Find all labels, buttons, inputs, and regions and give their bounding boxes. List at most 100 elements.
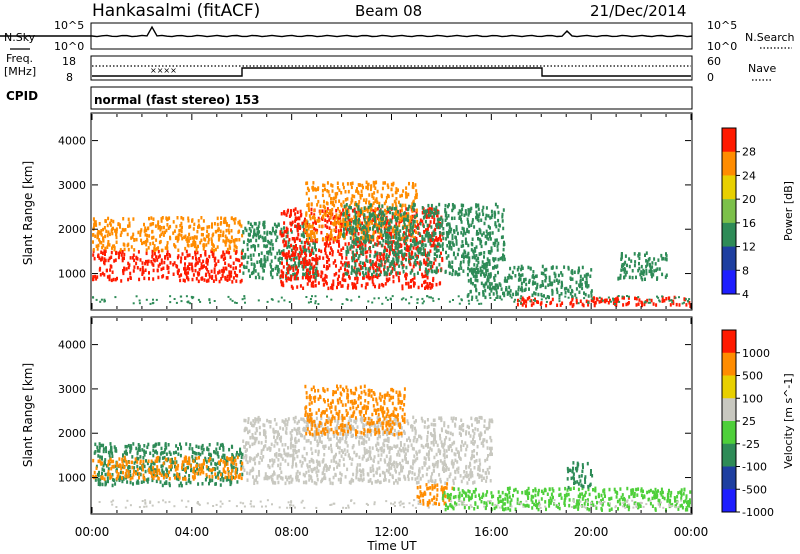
power-data-cell <box>321 217 324 221</box>
power-data-cell <box>331 184 334 188</box>
velocity-data-cell <box>111 483 114 488</box>
power-data-cell <box>355 236 358 240</box>
velocity-data-cell <box>301 461 304 465</box>
power-data-cell <box>353 253 356 257</box>
power-data-cell <box>166 223 169 227</box>
power-data-cell <box>496 248 499 252</box>
power-data-cell <box>427 237 430 241</box>
power-data-cell <box>152 301 155 304</box>
power-data-cell <box>149 302 152 305</box>
power-data-cell <box>115 250 118 255</box>
power-data-cell <box>665 254 668 258</box>
velocity-data-cell <box>129 480 132 485</box>
velocity-data-cell <box>164 443 167 448</box>
power-data-cell <box>444 208 447 212</box>
power-data-cell <box>524 277 527 282</box>
power-data-cell <box>415 237 418 241</box>
power-data-cell <box>489 272 492 276</box>
power-data-cell <box>205 243 208 247</box>
power-data-cell <box>380 260 383 264</box>
power-data-cell <box>351 268 354 272</box>
velocity-data-cell <box>161 451 164 455</box>
power-data-cell <box>313 214 316 219</box>
power-data-cell <box>425 253 427 258</box>
power-data-cell <box>358 268 361 272</box>
velocity-data-cell <box>305 420 308 424</box>
power-data-cell <box>619 276 622 280</box>
power-data-cell <box>232 266 235 271</box>
power-data-cell <box>141 271 144 275</box>
power-data-cell <box>407 248 410 252</box>
power-data-cell <box>383 252 386 256</box>
power-data-cell <box>320 249 323 254</box>
power-data-cell <box>160 267 163 272</box>
power-data-cell <box>296 247 299 251</box>
power-data-cell <box>471 218 474 222</box>
power-data-cell <box>425 285 428 289</box>
power-data-cell <box>394 229 397 234</box>
power-data-cell <box>387 209 390 214</box>
power-data-cell <box>421 211 424 215</box>
power-data-cell <box>211 247 214 251</box>
velocity-data-cell <box>438 473 441 477</box>
power-data-cell <box>302 267 305 271</box>
power-data-cell <box>358 295 361 298</box>
power-data-cell <box>482 265 485 269</box>
power-data-cell <box>410 243 413 248</box>
power-data-cell <box>439 268 442 272</box>
power-data-cell <box>149 222 152 227</box>
power-data-cell <box>570 277 572 281</box>
power-data-cell <box>260 251 263 255</box>
power-data-cell <box>371 227 374 231</box>
power-data-cell <box>485 264 488 268</box>
power-data-cell <box>380 194 383 199</box>
power-data-cell <box>344 209 347 213</box>
power-data-cell <box>324 213 327 217</box>
velocity-data-cell <box>416 456 419 461</box>
power-data-cell <box>444 270 447 274</box>
power-data-cell <box>369 203 372 207</box>
power-data-cell <box>390 233 393 237</box>
power-data-cell <box>388 272 391 276</box>
power-data-cell <box>457 272 459 277</box>
power-data-cell <box>151 236 154 240</box>
power-data-cell <box>388 277 391 281</box>
power-data-cell <box>356 276 359 280</box>
power-data-cell <box>323 183 326 188</box>
power-data-cell <box>160 232 163 236</box>
power-data-cell <box>367 300 370 303</box>
power-data-cell <box>365 227 368 231</box>
power-data-cell <box>382 283 385 288</box>
velocity-data-cell <box>177 463 180 468</box>
power-data-cell <box>497 228 500 232</box>
power-data-cell <box>541 280 544 284</box>
power-data-cell <box>360 241 362 245</box>
power-data-cell <box>331 250 334 254</box>
power-data-cell <box>398 264 401 268</box>
velocity-data-cell <box>367 450 370 454</box>
power-data-cell <box>363 236 366 241</box>
power-data-cell <box>411 209 414 213</box>
power-data-cell <box>571 304 574 308</box>
velocity-data-cell <box>227 477 230 482</box>
power-data-cell <box>305 191 308 196</box>
power-data-cell <box>336 285 338 290</box>
power-data-cell <box>368 269 371 273</box>
power-data-cell <box>344 242 347 246</box>
power-data-cell <box>325 267 328 271</box>
power-data-cell <box>449 243 451 247</box>
velocity-data-cell <box>230 481 233 485</box>
velocity-data-cell <box>384 478 387 482</box>
velocity-data-cell <box>281 443 284 447</box>
power-data-cell <box>366 209 369 214</box>
power-data-cell <box>470 248 473 252</box>
power-data-cell <box>353 282 356 286</box>
power-data-cell <box>412 222 415 227</box>
power-data-cell <box>630 259 633 263</box>
power-data-cell <box>386 193 389 198</box>
power-data-cell <box>346 227 349 232</box>
power-data-cell <box>390 182 393 187</box>
power-data-cell <box>309 267 311 271</box>
power-data-cell <box>418 267 421 271</box>
power-data-cell <box>449 240 452 245</box>
